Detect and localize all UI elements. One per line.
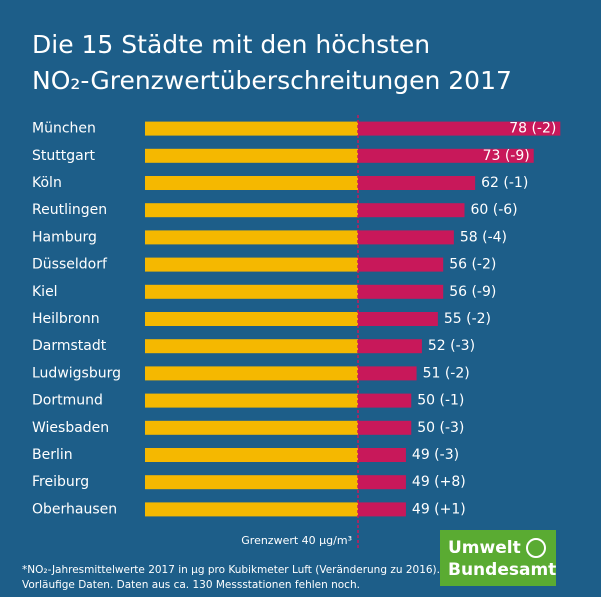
category-label: Dortmund <box>32 393 103 409</box>
bar <box>358 393 412 408</box>
bar <box>358 148 534 163</box>
category-label: Heilbronn <box>32 311 100 327</box>
bar <box>358 121 561 136</box>
value-label: 49 (+8) <box>412 474 466 490</box>
category-label: Wiesbaden <box>32 420 109 436</box>
category-label: Reutlingen <box>32 202 107 218</box>
category-label: Düsseldorf <box>32 257 108 273</box>
threshold-label: Grenzwert 40 µg/m³ <box>241 534 352 547</box>
footnote: Vorläufige Daten. Daten aus ca. 130 Mess… <box>22 579 360 591</box>
category-label: Stuttgart <box>32 148 95 164</box>
value-label: 58 (-4) <box>460 229 507 245</box>
value-label: 60 (-6) <box>471 202 518 218</box>
threshold-bar <box>145 257 358 272</box>
logo-text: Umwelt <box>448 538 521 558</box>
value-label: 49 (+1) <box>412 501 466 517</box>
threshold-bar <box>145 203 358 218</box>
threshold-bar <box>145 448 358 462</box>
threshold-bar <box>145 393 358 408</box>
category-label: Hamburg <box>32 229 97 245</box>
bar <box>358 203 465 218</box>
category-label: Oberhausen <box>32 501 117 517</box>
threshold-bar <box>145 121 358 136</box>
threshold-bar <box>145 176 358 190</box>
bar <box>358 475 406 490</box>
value-label: 50 (-3) <box>417 420 464 436</box>
value-label: 56 (-9) <box>449 284 496 300</box>
bar <box>358 448 406 462</box>
threshold-bar <box>145 502 358 517</box>
threshold-bar <box>145 312 358 326</box>
value-label: 51 (-2) <box>423 365 470 381</box>
footnote: *NO₂-Jahresmittelwerte 2017 in µg pro Ku… <box>22 564 440 576</box>
category-label: Freiburg <box>32 474 89 490</box>
value-label: 50 (-1) <box>417 393 464 409</box>
threshold-bar <box>145 148 358 163</box>
category-label: Kiel <box>32 284 58 300</box>
value-label: 73 (-9) <box>483 148 530 164</box>
chart-title: NO₂-Grenzwertüberschreitungen 2017 <box>32 66 512 95</box>
logo-icon <box>526 538 546 558</box>
threshold-bar <box>145 339 358 354</box>
bar <box>358 176 476 190</box>
value-label: 78 (-2) <box>509 121 556 137</box>
threshold-bar <box>145 475 358 490</box>
threshold-bar <box>145 420 358 435</box>
chart-title: Die 15 Städte mit den höchsten <box>32 30 430 59</box>
bar <box>358 257 444 272</box>
bar <box>358 420 412 435</box>
bar <box>358 339 422 354</box>
bar <box>358 284 444 299</box>
value-label: 62 (-1) <box>481 175 528 191</box>
value-label: 49 (-3) <box>412 447 459 463</box>
category-label: Köln <box>32 175 62 191</box>
bar <box>358 366 417 381</box>
category-label: München <box>32 121 96 137</box>
bar <box>358 502 406 517</box>
logo-text: Bundesamt <box>448 560 556 580</box>
bar <box>358 312 438 326</box>
value-label: 52 (-3) <box>428 338 475 354</box>
value-label: 55 (-2) <box>444 311 491 327</box>
value-label: 56 (-2) <box>449 257 496 273</box>
threshold-bar <box>145 284 358 299</box>
category-label: Ludwigsburg <box>32 365 121 381</box>
category-label: Darmstadt <box>32 338 107 354</box>
category-label: Berlin <box>32 447 73 463</box>
threshold-bar <box>145 230 358 245</box>
bar <box>358 230 454 245</box>
threshold-bar <box>145 366 358 381</box>
